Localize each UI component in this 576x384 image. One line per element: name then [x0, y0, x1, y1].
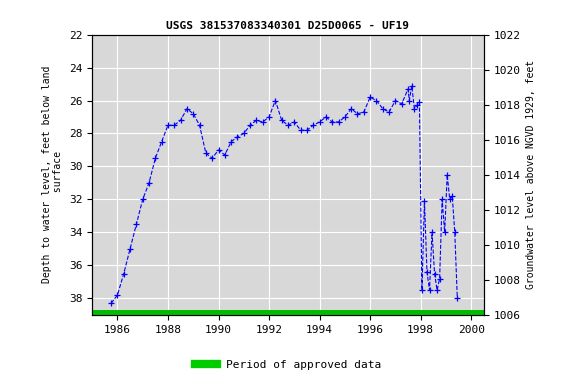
Y-axis label: Groundwater level above NGVD 1929, feet: Groundwater level above NGVD 1929, feet: [526, 60, 536, 289]
Legend: Period of approved data: Period of approved data: [191, 356, 385, 375]
Bar: [92, 310, 484, 315]
Y-axis label: Depth to water level, feet below land
 surface: Depth to water level, feet below land su…: [42, 66, 63, 283]
Title: USGS 381537083340301 D25D0065 - UF19: USGS 381537083340301 D25D0065 - UF19: [166, 21, 410, 31]
